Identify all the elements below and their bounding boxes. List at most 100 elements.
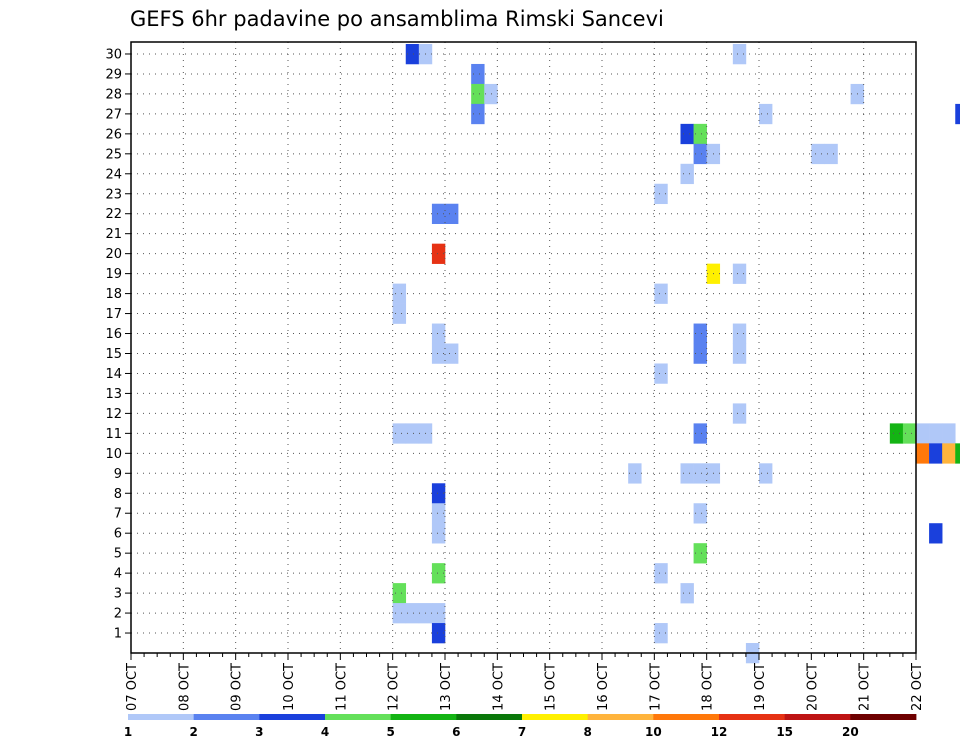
colorbar-segment xyxy=(193,714,260,720)
heatmap-cell xyxy=(392,283,407,304)
x-tick-label: 14 OCT xyxy=(491,663,506,711)
heatmap-cell xyxy=(889,423,904,444)
heatmap-cell xyxy=(732,343,747,364)
heatmap-cell xyxy=(693,463,707,484)
colorbar-segment xyxy=(259,714,326,720)
heatmap-cell xyxy=(732,403,747,424)
x-tick-label: 19 OCT xyxy=(753,663,768,711)
y-tick-label: 14 xyxy=(105,367,122,382)
plot-frame xyxy=(130,41,917,654)
colorbar-segment xyxy=(522,714,589,720)
y-tick-label: 27 xyxy=(105,107,122,122)
colorbar-label: 10 xyxy=(645,725,662,739)
colorbar-label: 5 xyxy=(386,725,394,739)
heatmap-cell xyxy=(759,103,773,125)
x-axis: 07 OCT 08 OCT 09 OCT 10 OCT 11 OCT 12 OCT 13 O… xyxy=(125,653,925,711)
heatmap-cell xyxy=(929,423,943,444)
heatmap-cell xyxy=(431,603,446,624)
heatmap-cell xyxy=(680,123,694,145)
heatmap-cell xyxy=(405,423,420,444)
colorbar-segment xyxy=(587,714,654,720)
y-tick-label: 10 xyxy=(105,447,122,462)
heatmap-cell xyxy=(654,563,668,584)
heatmap-cell xyxy=(942,423,956,444)
y-tick-label: 17 xyxy=(105,307,122,322)
y-tick-label: 5 xyxy=(114,547,122,562)
colorbar-label: 1 xyxy=(124,725,132,739)
x-tick-label: 10 OCT xyxy=(282,663,297,711)
colorbar-segment xyxy=(784,714,851,720)
x-tick-label: 12 OCT xyxy=(387,663,402,711)
heatmap-cell xyxy=(431,523,446,544)
colorbar-segment xyxy=(128,714,195,720)
heatmap-cell xyxy=(654,183,668,205)
heatmap-cell xyxy=(955,443,960,464)
colorbar-segment xyxy=(653,714,720,720)
heatmap-cell xyxy=(431,503,446,524)
y-tick-label: 9 xyxy=(114,467,122,482)
y-tick-label: 1 xyxy=(114,627,122,642)
colorbar-label: 4 xyxy=(321,725,329,739)
heatmap-cell xyxy=(431,623,446,644)
x-tick-label: 13 OCT xyxy=(439,663,454,711)
y-tick-label: 23 xyxy=(105,187,122,202)
x-tick-label: 15 OCT xyxy=(544,663,559,711)
heatmap-cell xyxy=(759,463,773,484)
colorbar-label: 15 xyxy=(776,725,793,739)
heatmap-cell xyxy=(445,203,459,225)
y-tick-label: 18 xyxy=(105,287,122,302)
colorbar-label: 12 xyxy=(711,725,728,739)
colorbar-segment xyxy=(456,714,523,720)
y-tick-label: 15 xyxy=(105,347,122,362)
x-tick-label: 08 OCT xyxy=(177,663,192,711)
heatmap-cell xyxy=(628,463,642,484)
heatmap-cell xyxy=(811,143,825,165)
heatmap-cell xyxy=(431,203,446,225)
heatmap-cell xyxy=(392,583,407,604)
y-tick-label: 20 xyxy=(105,247,122,262)
heatmap-cell xyxy=(916,443,930,464)
y-tick-label: 6 xyxy=(114,527,122,542)
colorbar-legend: 1 2 3 4 5 6 7 8 10 12 15 20 xyxy=(124,714,917,739)
heatmap-cell xyxy=(484,83,498,105)
y-tick-label: 29 xyxy=(105,67,122,82)
heatmap-cell xyxy=(431,563,446,584)
y-tick-label: 30 xyxy=(105,47,122,62)
heatmap-cell xyxy=(431,483,446,504)
y-tick-label: 8 xyxy=(114,487,122,502)
x-tick-label: 11 OCT xyxy=(334,663,349,711)
heatmap-cell xyxy=(431,243,446,264)
colorbar-label: 8 xyxy=(583,725,591,739)
heatmap-cell xyxy=(392,303,407,324)
y-tick-label: 21 xyxy=(105,227,122,242)
colorbar-label: 3 xyxy=(255,725,263,739)
y-tick-label: 3 xyxy=(114,587,122,602)
y-axis: 1234567891011121314151617181920212223242… xyxy=(105,47,131,642)
heatmap-cell xyxy=(471,83,485,105)
heatmap-cell xyxy=(405,43,420,65)
x-tick-label: 17 OCT xyxy=(648,663,663,711)
x-tick-label: 21 OCT xyxy=(858,663,873,711)
heatmap-cell xyxy=(392,603,407,624)
y-tick-label: 12 xyxy=(105,407,122,422)
heatmap-cell xyxy=(732,323,747,344)
heatmap-cell xyxy=(955,103,960,125)
gridlines xyxy=(130,42,917,653)
chart-title: GEFS 6hr padavine po ansamblima Rimski S… xyxy=(130,7,664,31)
heatmap-cell xyxy=(654,623,668,644)
y-tick-label: 25 xyxy=(105,147,122,162)
x-tick-label: 16 OCT xyxy=(596,663,611,711)
y-tick-label: 4 xyxy=(114,567,122,582)
x-tick-label: 18 OCT xyxy=(701,663,716,711)
y-tick-label: 2 xyxy=(114,607,122,622)
y-tick-label: 28 xyxy=(105,87,122,102)
heatmap-cell xyxy=(693,143,707,165)
heatmap-cell xyxy=(405,603,420,624)
heatmap-cell xyxy=(693,543,707,564)
heatmap-cells xyxy=(392,43,960,664)
heatmap-cell xyxy=(693,343,707,364)
colorbar-segment xyxy=(850,714,917,720)
heatmap-cell xyxy=(654,363,668,384)
heatmap-cell xyxy=(916,423,930,444)
